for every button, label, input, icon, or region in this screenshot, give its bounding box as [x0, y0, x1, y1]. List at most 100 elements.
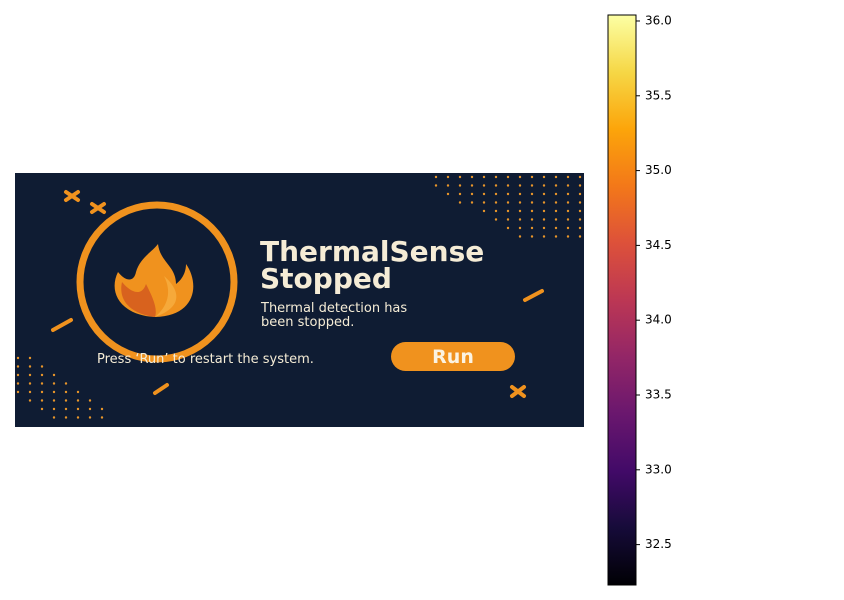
dot [88, 407, 92, 411]
dot [40, 407, 44, 411]
dot [506, 226, 510, 230]
dot [16, 382, 20, 385]
flame-icon [114, 244, 194, 317]
dot [76, 416, 80, 419]
dot [64, 416, 68, 419]
run-button[interactable]: Run [391, 342, 515, 371]
dot [518, 218, 522, 221]
colorbar-tick-label: 33.0 [645, 462, 672, 476]
dot [566, 209, 570, 213]
dot [518, 175, 522, 179]
dot [16, 390, 20, 394]
dot [530, 175, 534, 179]
dot [458, 175, 462, 179]
dot [554, 235, 558, 238]
flame-ring [76, 201, 238, 363]
run-button-shape[interactable] [391, 342, 515, 371]
colorbar-tick-label: 35.0 [645, 163, 672, 177]
dot [446, 192, 450, 196]
decorations [51, 190, 544, 398]
dot [482, 209, 486, 213]
dot [64, 382, 68, 385]
colorbar-tick-label: 34.5 [645, 238, 672, 252]
dot [28, 365, 32, 368]
dot [566, 235, 570, 238]
dot [578, 226, 582, 230]
colorbar: 32.5 33.0 33.5 34.0 34.5 35.0 35.5 36.0 [607, 13, 672, 586]
dot [566, 184, 570, 187]
banner-text: ThermalSense Stopped Thermal detection h… [97, 235, 484, 367]
dot [52, 416, 56, 419]
dot [578, 209, 582, 213]
dot [530, 201, 534, 204]
colorbar-tick-label: 33.5 [645, 388, 672, 402]
dot-pattern [16, 175, 582, 419]
dot [566, 226, 570, 230]
dot [470, 201, 474, 204]
colorbar-tick-label: 32.5 [645, 537, 672, 551]
title-line: Stopped [260, 262, 392, 295]
dot [494, 184, 498, 187]
dot [482, 201, 486, 204]
dot [470, 184, 474, 187]
dot [40, 382, 44, 385]
dot [554, 192, 558, 196]
dot [52, 373, 56, 377]
message-line: Thermal detection has [260, 301, 407, 316]
dot [494, 218, 498, 221]
colorbar-gradient [607, 14, 637, 586]
dot [52, 390, 56, 394]
dot [494, 175, 498, 179]
dot [530, 226, 534, 230]
dot [458, 184, 462, 187]
dot [88, 416, 92, 419]
dot [530, 192, 534, 196]
dot [542, 192, 546, 196]
dot [566, 175, 570, 179]
dot [64, 399, 68, 402]
dot [506, 209, 510, 213]
dot [28, 382, 32, 385]
banner: ThermalSense Stopped Thermal detection h… [15, 173, 584, 427]
dot [16, 356, 20, 360]
dot [482, 184, 486, 187]
dot [518, 226, 522, 230]
dot [458, 192, 462, 196]
dot [566, 192, 570, 196]
dot [518, 235, 522, 238]
dot [506, 201, 510, 204]
colorbar-tick-label: 34.0 [645, 313, 672, 327]
dot [40, 373, 44, 377]
dot [554, 226, 558, 230]
dot [52, 407, 56, 411]
dot [64, 407, 68, 411]
title-line: ThermalSense [260, 235, 484, 268]
dot [578, 218, 582, 221]
dot [482, 192, 486, 196]
dot [530, 235, 534, 238]
dot [554, 175, 558, 179]
dot [434, 184, 438, 187]
dot [494, 192, 498, 196]
dot [566, 201, 570, 204]
dot [506, 218, 510, 221]
dot [64, 390, 68, 394]
dot [40, 365, 44, 368]
run-button-label[interactable]: Run [432, 346, 474, 368]
dot [506, 192, 510, 196]
dot [530, 184, 534, 187]
dot [542, 209, 546, 213]
dot [554, 209, 558, 213]
dot [494, 201, 498, 204]
dot [482, 175, 486, 179]
dot [100, 407, 104, 411]
dot [506, 175, 510, 179]
dot [40, 390, 44, 394]
dot [76, 390, 80, 394]
dot [578, 184, 582, 187]
dot [542, 201, 546, 204]
dot [28, 356, 32, 360]
dot [518, 201, 522, 204]
banner-background [15, 173, 584, 427]
dot [16, 365, 20, 368]
